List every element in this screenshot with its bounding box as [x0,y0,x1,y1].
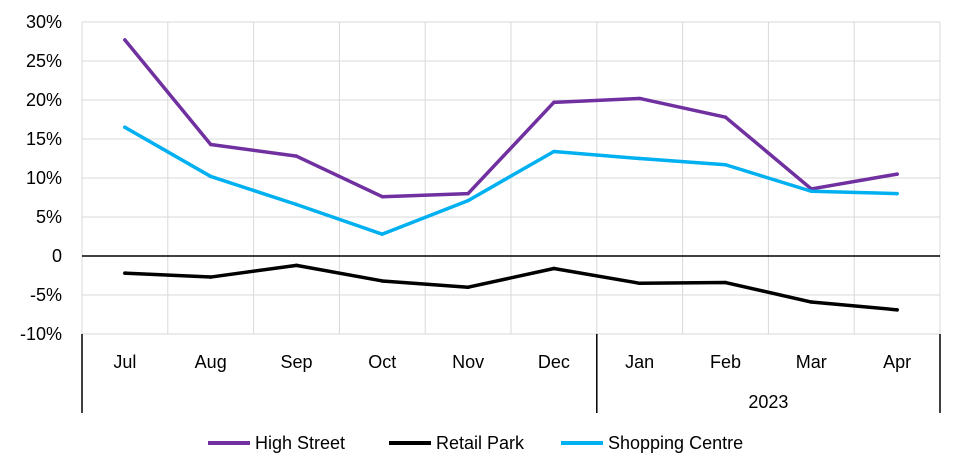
y-tick-label: 25% [26,51,62,71]
x-category-label: Nov [452,352,484,372]
legend-label: High Street [255,433,345,453]
data-point [294,202,299,207]
data-point [466,198,470,203]
data-point [294,154,299,158]
data-point [380,194,385,199]
series-line-high-street [123,38,899,199]
series-line-shopping-centre [123,125,899,236]
data-point [552,266,556,271]
y-tick-label: -10% [20,324,62,344]
data-point [723,280,728,285]
data-point [637,96,642,101]
y-tick-label: 20% [26,90,62,110]
data-point [723,115,728,119]
y-tick-label: 0 [52,246,62,266]
x-category-label: Jan [625,352,654,372]
data-point [123,271,127,275]
data-point [208,174,213,179]
x-category-label: Feb [710,352,741,372]
data-point [208,142,213,147]
x-category-label: Mar [796,352,827,372]
data-point [637,281,642,286]
data-point [637,156,642,161]
data-point [809,189,814,194]
x-axis-category-labels: Jul Aug Sep Oct Nov Dec Jan Feb Mar Apr [113,352,911,372]
y-tick-label: 30% [26,12,62,32]
series-line-retail-park [123,263,899,312]
data-point [466,285,470,289]
legend: High Street Retail Park Shopping Centre [208,433,743,453]
data-point [123,125,127,130]
x-group-label: 2023 [748,392,788,412]
data-point [552,149,556,154]
data-point [895,308,899,312]
y-tick-label: 15% [26,129,62,149]
data-point [466,191,470,196]
axes [81,255,941,413]
x-category-label: Oct [368,352,396,372]
y-tick-label: 10% [26,168,62,188]
data-point [294,263,299,268]
data-point [380,279,385,283]
legend-label: Shopping Centre [608,433,743,453]
x-category-label: Sep [280,352,312,372]
data-point [809,300,814,304]
data-point [123,38,127,42]
x-category-label: Aug [195,352,227,372]
data-point [895,191,899,196]
y-tick-label: -5% [30,285,62,305]
y-axis-tick-labels: 30% 25% 20% 15% 10% 5% 0 -5% -10% [20,12,62,344]
series-lines [123,38,899,312]
data-point [208,275,213,279]
x-category-label: Dec [538,352,570,372]
x-category-label: Jul [113,352,136,372]
data-point [552,100,556,105]
x-category-label: Apr [883,352,911,372]
data-point [723,162,728,167]
x-axis-group-labels: 2023 [748,392,788,412]
data-point [895,172,899,176]
data-point [380,232,385,236]
y-tick-label: 5% [36,207,62,227]
legend-label: Retail Park [436,433,525,453]
